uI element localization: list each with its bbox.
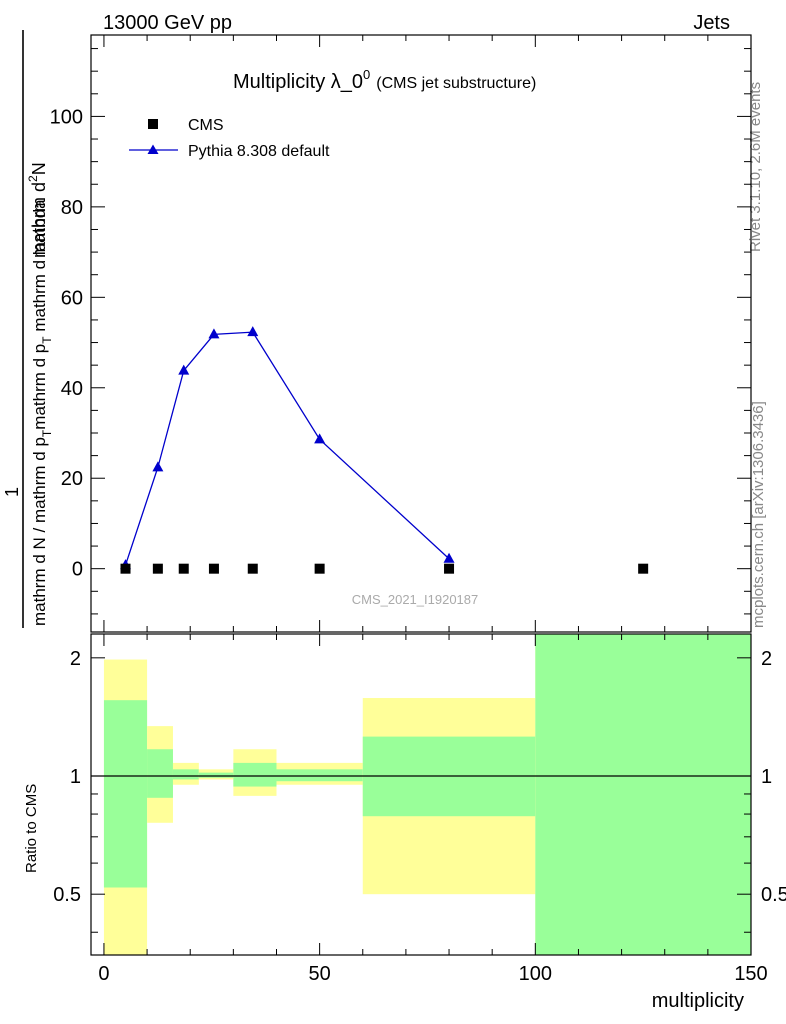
cms-point (444, 563, 455, 574)
ratio-ytick-label-right: 2 (761, 648, 772, 670)
legend-cms-label: CMS (188, 117, 224, 134)
plot-title: Multiplicity λ_00 (CMS jet substructure) (233, 67, 536, 93)
top-ytick-label: 100 (50, 106, 83, 128)
top-ytick-label: 20 (61, 468, 83, 490)
legend-pythia-marker (147, 144, 159, 154)
cms-point (314, 563, 325, 574)
cms-point (247, 563, 258, 574)
plot-title-sup: 0 (363, 67, 370, 82)
ratio-ytick-label-left: 0.5 (53, 884, 81, 906)
mcplots-label: mcplots.cern.ch [arXiv:1306.3436] (750, 401, 767, 628)
ylabel-denominator: mathrm d N / mathrm d pTmathrm d pT math… (30, 199, 54, 626)
ratio-band-inner (172, 769, 199, 780)
top-ytick-label: 40 (61, 378, 83, 400)
pythia-point (178, 364, 190, 375)
xlabel: multiplicity (652, 990, 744, 1012)
rivet-label: Rivet 3.1.10, 2.6M events (747, 82, 764, 252)
ratio-ylabel: Ratio to CMS (23, 784, 40, 873)
legend-cms-marker (148, 119, 158, 129)
pythia-point (152, 461, 164, 472)
ratio-band-inner (103, 700, 148, 888)
analysis-watermark: CMS_2021_I1920187 (352, 592, 479, 607)
ylabel-numerator: mathrm d2N (26, 162, 49, 258)
top-ytick-label: 80 (61, 197, 83, 219)
pythia-point (247, 326, 259, 337)
cms-point (638, 563, 649, 574)
main-plot: 0 20 40 60 80 100 (50, 34, 752, 633)
main-ylabel: mathrm d2N 1 mathrm d N / mathrm d pTmat… (2, 30, 54, 628)
ratio-ytick-label-left: 2 (70, 648, 81, 670)
plot-title-main: Multiplicity λ_0 (233, 71, 363, 93)
top-ytick-label: 0 (72, 559, 83, 581)
ratio-xtick-label: 150 (734, 963, 767, 985)
header-left: 13000 GeV pp (103, 12, 232, 34)
ratio-xtick-label: 50 (309, 963, 331, 985)
pythia-point (443, 552, 455, 563)
cms-point (152, 563, 163, 574)
ratio-xtick-label: 0 (98, 963, 109, 985)
pythia-point (208, 328, 220, 339)
ratio-ytick-label-left: 1 (70, 766, 81, 788)
ratio-frame (90, 633, 752, 956)
header-right: Jets (693, 12, 730, 34)
cms-point (208, 563, 219, 574)
ratio-band-inner (535, 634, 751, 955)
ratio-plot: 0 50 100 150 0.5 0.5 1 1 2 2 (53, 633, 786, 985)
top-ytick-label: 60 (61, 287, 83, 309)
ratio-ytick-label-right: 0.5 (761, 884, 786, 906)
ratio-band-inner (198, 772, 234, 778)
top-frame (90, 34, 752, 633)
ratio-ytick-label-right: 1 (761, 766, 772, 788)
ratio-band-inner (147, 749, 173, 798)
legend-pythia-label: Pythia 8.308 default (188, 143, 330, 160)
cms-point (120, 563, 131, 574)
legend: CMS Pythia 8.308 default (129, 117, 330, 160)
cms-point (178, 563, 189, 574)
pythia-point (314, 433, 326, 444)
ylabel-prefix: 1 (2, 487, 22, 497)
ratio-band-inner (233, 762, 277, 787)
plot-subtitle: (CMS jet substructure) (376, 75, 536, 92)
pythia-line (124, 331, 450, 566)
ratio-band-inner (276, 769, 363, 782)
ratio-xtick-label: 100 (519, 963, 552, 985)
